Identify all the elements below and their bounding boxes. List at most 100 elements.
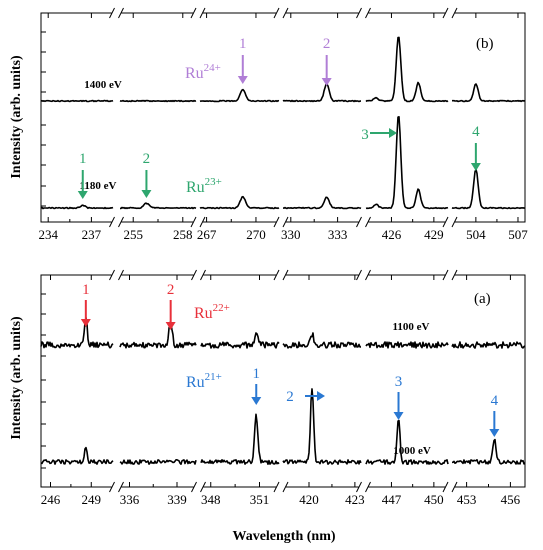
- axis-break-mark: [442, 269, 449, 281]
- energy-label: 1180 eV: [80, 180, 117, 192]
- spectrum-trace: [200, 413, 280, 466]
- axis-break-gap: [111, 7, 122, 19]
- axis-break-mark: [273, 216, 280, 228]
- x-tick-label: 450: [424, 492, 444, 507]
- axis-break-mark: [118, 481, 124, 493]
- spectrum-trace: [283, 196, 362, 210]
- axis-break-mark: [442, 481, 449, 493]
- peak-arrow-head: [393, 412, 404, 420]
- axis-break-gap: [111, 216, 122, 228]
- axis-break-gap: [445, 481, 455, 493]
- axis-break-mark: [365, 216, 371, 228]
- x-tick-label: 333: [328, 227, 348, 242]
- axis-break-mark: [451, 7, 458, 19]
- spectrum-trace: [199, 195, 280, 210]
- plot-frame: [40, 274, 526, 488]
- energy-label: 1100 eV: [393, 321, 430, 333]
- x-tick-label: 234: [38, 227, 58, 242]
- x-tick-label: 339: [167, 492, 187, 507]
- axis-break-mark: [200, 269, 206, 281]
- spectrum-trace: [40, 316, 114, 349]
- panel-a: 246 249 336 339 348 351 420 423 447 450 453 4561100…: [40, 269, 526, 507]
- panel-label: (a): [474, 291, 491, 307]
- y-axis-title-top: Intensity (arb. units): [9, 55, 24, 179]
- axis-break-gap: [358, 269, 369, 281]
- axis-break-mark: [118, 216, 124, 228]
- peak-arrow-head: [470, 163, 481, 171]
- ion-label: Ru21+: [186, 371, 222, 391]
- axis-break-mark: [451, 269, 458, 281]
- x-tick-label: 270: [246, 227, 266, 242]
- axis-break-gap: [276, 481, 286, 493]
- peak-number: 3: [361, 127, 369, 143]
- x-tick-label: 237: [82, 227, 102, 242]
- spectrum-trace: [451, 341, 526, 349]
- axis-break-gap: [445, 216, 455, 228]
- peak-number: 2: [167, 282, 175, 298]
- axis-break-gap: [276, 7, 286, 19]
- peak-number: 3: [395, 374, 403, 390]
- peak-arrow-head: [141, 190, 152, 198]
- peak-arrow-head: [389, 128, 397, 138]
- axis-break-gap: [193, 216, 203, 228]
- spectrum-trace: [120, 202, 197, 210]
- axis-break-mark: [200, 481, 206, 493]
- axis-break-mark: [118, 269, 124, 281]
- peak-arrow-head: [317, 391, 325, 401]
- y-axis-title-bottom: Intensity (arb. units): [9, 316, 24, 440]
- spectrum-trace: [200, 332, 280, 349]
- axis-break-mark: [273, 481, 280, 493]
- axis-break-mark: [451, 481, 458, 493]
- axis-break-mark: [365, 7, 371, 19]
- axis-break-mark: [451, 216, 458, 228]
- spectrum-trace: [451, 168, 526, 210]
- panel-b: 234 237 255 258 267 270 330 333 426 429 504 5071400…: [38, 7, 528, 242]
- axis-break-mark: [199, 7, 206, 19]
- axis-break-mark: [282, 269, 289, 281]
- spectrum-trace: [40, 204, 114, 210]
- axis-break-mark: [365, 481, 371, 493]
- axis-break-mark: [109, 269, 115, 281]
- x-tick-label: 426: [382, 227, 402, 242]
- x-tick-label: 447: [382, 492, 402, 507]
- spectrum-trace: [365, 419, 449, 466]
- x-tick-label: 258: [173, 227, 193, 242]
- x-tick-label: 255: [123, 227, 143, 242]
- x-tick-label: 420: [299, 492, 319, 507]
- axis-break-mark: [356, 269, 362, 281]
- axis-break-gap: [276, 216, 286, 228]
- peak-arrow-head: [165, 322, 176, 330]
- x-tick-label: 507: [508, 227, 528, 242]
- axis-break-mark: [109, 481, 115, 493]
- axis-break-mark: [442, 7, 449, 19]
- spectrum-trace: [282, 388, 362, 466]
- peak-arrow-head: [77, 191, 88, 199]
- spectrum-trace: [365, 36, 449, 103]
- peak-arrow-head: [489, 429, 500, 437]
- x-tick-label: 348: [201, 492, 221, 507]
- axis-break-gap: [193, 7, 203, 19]
- spectrum-trace: [452, 83, 526, 103]
- spectrum-trace: [119, 458, 197, 466]
- peak-number: 4: [472, 124, 480, 140]
- x-tick-label: 336: [120, 492, 140, 507]
- x-axis-title: Wavelength (nm): [232, 529, 335, 544]
- energy-label: 1400 eV: [84, 79, 122, 91]
- axis-break-gap: [111, 269, 122, 281]
- axis-break-mark: [356, 7, 362, 19]
- ion-label: Ru24+: [185, 62, 221, 82]
- axis-break-mark: [191, 269, 197, 281]
- spectrum-trace: [119, 99, 197, 103]
- spectrum-trace: [40, 446, 114, 465]
- axis-break-mark: [282, 216, 289, 228]
- peak-number: 1: [253, 366, 261, 382]
- x-tick-label: 504: [466, 227, 486, 242]
- x-tick-label: 453: [457, 492, 477, 507]
- spectrum-trace: [365, 116, 449, 210]
- spectrum-trace: [365, 341, 449, 349]
- panel-label: (b): [476, 36, 494, 52]
- axis-break-gap: [111, 481, 122, 493]
- ion-label: Ru22+: [194, 302, 230, 322]
- spectrum-trace: [282, 332, 361, 349]
